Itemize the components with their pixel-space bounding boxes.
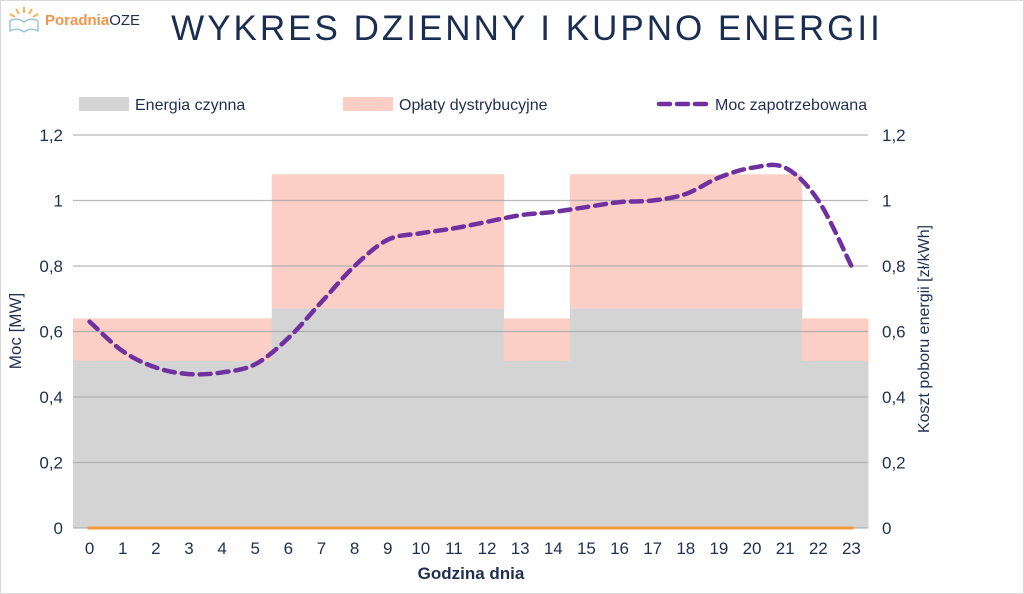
distribution-fee-bar [503, 318, 538, 361]
x-tick-label: 6 [284, 539, 293, 558]
active-energy-bar [503, 360, 538, 528]
x-tick-label: 14 [544, 539, 563, 558]
x-tick-label: 2 [151, 539, 160, 558]
y-axis-title: Moc [MW] [6, 293, 25, 370]
y-tick-label: 0,8 [39, 257, 63, 276]
active-energy-bar [834, 360, 869, 528]
legend-label-distribution-fees: Opłaty dystrybucyjne [399, 97, 548, 114]
active-energy-bar [636, 308, 670, 528]
y2-tick-label: 0,8 [882, 257, 906, 276]
y2-tick-label: 0,2 [882, 454, 906, 473]
x-tick-label: 8 [350, 539, 359, 558]
active-energy-bar [73, 360, 107, 528]
distribution-fee-bar [404, 174, 438, 309]
active-energy-bar [304, 308, 339, 528]
x-tick-label: 13 [511, 539, 530, 558]
x-tick-label: 22 [809, 539, 828, 558]
distribution-fee-bar [172, 318, 206, 361]
y2-tick-label: 0 [882, 519, 891, 538]
distribution-fee-bar [636, 174, 670, 309]
active-energy-bar [238, 360, 273, 528]
book-sun-icon [9, 7, 39, 33]
active-energy-bar [437, 308, 471, 528]
y-tick-label: 0,6 [39, 323, 63, 342]
legend-label-active-energy: Energia czynna [135, 97, 245, 114]
x-tick-label: 1 [118, 539, 127, 558]
active-energy-bar [603, 308, 637, 528]
distribution-fee-bar [569, 174, 604, 309]
distribution-fee-bar [338, 174, 372, 309]
distribution-fee-bar [735, 174, 770, 309]
x-tick-label: 0 [85, 539, 94, 558]
x-tick-label: 4 [217, 539, 226, 558]
y-tick-label: 1,2 [39, 126, 63, 145]
y2-tick-label: 0,4 [882, 388, 906, 407]
distribution-fee-bar [801, 318, 836, 361]
distribution-fee-bar [470, 174, 505, 309]
active-energy-bar [338, 308, 372, 528]
y2-axis-title: Koszt poboru energii [zł/kWh] [916, 225, 933, 433]
active-energy-bar [205, 360, 240, 528]
x-axis-title: Godzina dnia [418, 564, 525, 583]
logo-text-oze: OZE [109, 11, 141, 29]
x-tick-label: 21 [776, 539, 795, 558]
y2-tick-label: 1 [882, 192, 891, 211]
active-energy-bar [271, 308, 306, 528]
active-energy-bar [139, 360, 173, 528]
distribution-fee-bar [437, 174, 471, 309]
logo-text-poradnia: Poradnia [45, 11, 110, 29]
active-energy-bar [404, 308, 438, 528]
x-tick-label: 9 [383, 539, 392, 558]
distribution-fee-bar [536, 318, 571, 361]
y2-tick-label: 1,2 [882, 126, 906, 145]
distribution-fee-bar [271, 174, 306, 309]
active-energy-bar [106, 360, 140, 528]
active-energy-bar [735, 308, 770, 528]
x-tick-label: 18 [676, 539, 695, 558]
distribution-fee-bar [73, 318, 107, 361]
x-tick-label: 16 [610, 539, 629, 558]
page-title: WYKRES DZIENNY I KUPNO ENERGII [171, 9, 883, 48]
x-tick-label: 7 [317, 539, 326, 558]
logo: Poradnia OZE [7, 5, 140, 35]
active-energy-bar [768, 308, 803, 528]
active-energy-bar [172, 360, 206, 528]
x-tick-label: 19 [709, 539, 728, 558]
power-demand-line [87, 162, 854, 377]
y-tick-label: 0 [54, 519, 63, 538]
x-tick-label: 5 [250, 539, 259, 558]
x-tick-label: 20 [743, 539, 762, 558]
active-energy-bar [371, 308, 405, 528]
y-tick-label: 0,2 [39, 454, 63, 473]
x-tick-label: 11 [445, 539, 463, 558]
x-tick-label: 15 [577, 539, 596, 558]
x-tick-label: 23 [842, 539, 861, 558]
y-tick-label: 0,4 [39, 388, 63, 407]
distribution-fee-bar [139, 318, 173, 361]
active-energy-bar [702, 308, 736, 528]
y-tick-label: 1 [54, 192, 63, 211]
x-tick-label: 12 [478, 539, 497, 558]
active-energy-bar [801, 360, 836, 528]
legend-swatch-active-energy [79, 97, 129, 111]
distribution-fee-bar [603, 174, 637, 309]
distribution-fee-bar [768, 174, 803, 309]
x-tick-label: 3 [184, 539, 193, 558]
distribution-fee-bar [238, 318, 273, 361]
active-energy-bar [536, 360, 571, 528]
legend-swatch-distribution-fees [343, 97, 393, 111]
y2-tick-label: 0,6 [882, 323, 906, 342]
active-energy-bar [569, 308, 604, 528]
legend-label-power-demand: Moc zapotrzebowana [715, 97, 867, 114]
distribution-fee-bar [834, 318, 869, 361]
distribution-fee-bar [702, 174, 736, 309]
active-energy-bar [470, 308, 505, 528]
active-energy-bar [669, 308, 703, 528]
x-tick-label: 17 [643, 539, 662, 558]
x-tick-label: 10 [411, 539, 430, 558]
distribution-fee-bar [205, 318, 240, 361]
